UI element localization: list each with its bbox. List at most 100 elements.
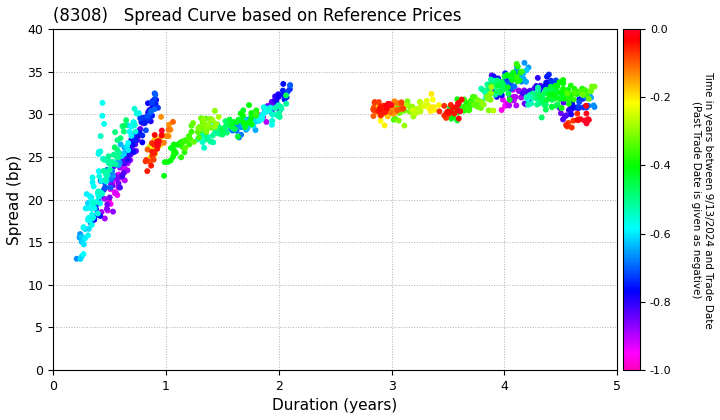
Point (368, 107, 379, 113)
Point (243, 102, 255, 108)
Point (511, 60, 523, 67)
Point (150, 92, 161, 98)
Point (129, 148, 140, 155)
Point (97, 155, 109, 162)
Point (444, 108, 456, 115)
Point (384, 102, 396, 109)
Point (515, 69, 526, 76)
Point (381, 105, 392, 112)
Point (253, 116, 265, 122)
Point (395, 100, 407, 107)
Point (179, 149, 190, 156)
Point (183, 135, 194, 142)
Point (393, 110, 405, 116)
Point (371, 102, 382, 109)
Point (384, 106, 396, 113)
Point (284, 82, 296, 89)
Point (259, 108, 271, 115)
Point (540, 106, 552, 113)
Point (225, 121, 236, 128)
Point (546, 103, 557, 110)
Point (559, 113, 571, 120)
Point (513, 71, 525, 78)
Point (109, 163, 120, 169)
Point (114, 150, 125, 157)
Point (86, 215, 98, 222)
Point (122, 157, 134, 163)
Point (504, 94, 516, 101)
Point (109, 173, 121, 180)
Point (145, 108, 157, 114)
Point (204, 138, 216, 145)
Point (369, 108, 381, 115)
Point (238, 113, 249, 119)
Point (84, 193, 96, 199)
Point (151, 138, 163, 145)
Point (177, 138, 189, 145)
Point (487, 107, 499, 114)
Point (442, 109, 454, 116)
Point (244, 121, 256, 128)
Point (284, 82, 296, 89)
Point (100, 176, 112, 183)
Point (266, 99, 277, 105)
Point (545, 77, 557, 84)
Point (585, 87, 597, 94)
Point (261, 108, 272, 115)
Point (567, 100, 578, 107)
Point (81, 191, 92, 197)
Point (259, 105, 271, 112)
Point (210, 128, 221, 135)
Point (521, 67, 532, 74)
Point (380, 106, 392, 113)
Point (122, 122, 134, 129)
Point (549, 94, 561, 101)
Point (246, 121, 257, 128)
Point (266, 111, 278, 118)
Point (379, 107, 390, 113)
Point (141, 117, 153, 123)
Point (154, 135, 166, 142)
Point (143, 113, 155, 119)
Point (367, 106, 379, 113)
Point (490, 79, 502, 86)
Point (491, 88, 503, 94)
Point (559, 95, 570, 102)
Point (139, 115, 150, 121)
Point (193, 134, 204, 141)
Point (464, 107, 475, 113)
Point (257, 112, 269, 119)
Point (137, 118, 148, 125)
Point (167, 153, 179, 160)
Point (539, 83, 550, 90)
Point (268, 111, 279, 118)
Point (163, 126, 174, 133)
Point (469, 102, 480, 108)
Point (492, 82, 504, 89)
Point (235, 116, 246, 123)
Point (116, 153, 127, 160)
Point (89, 201, 100, 208)
Point (82, 216, 94, 223)
Point (446, 108, 457, 114)
Point (282, 88, 294, 95)
Point (403, 102, 415, 109)
Point (115, 152, 127, 159)
Point (540, 79, 552, 86)
Point (101, 171, 112, 177)
Point (476, 99, 487, 106)
Point (399, 122, 410, 129)
Point (87, 179, 99, 186)
Point (502, 82, 513, 89)
Point (94, 189, 106, 195)
Point (534, 87, 545, 94)
Point (149, 136, 161, 143)
Point (217, 131, 228, 138)
Point (241, 120, 253, 126)
Point (248, 110, 259, 117)
Point (281, 94, 292, 100)
Point (384, 100, 395, 107)
Point (148, 96, 160, 103)
Point (128, 134, 140, 141)
Point (87, 174, 99, 181)
